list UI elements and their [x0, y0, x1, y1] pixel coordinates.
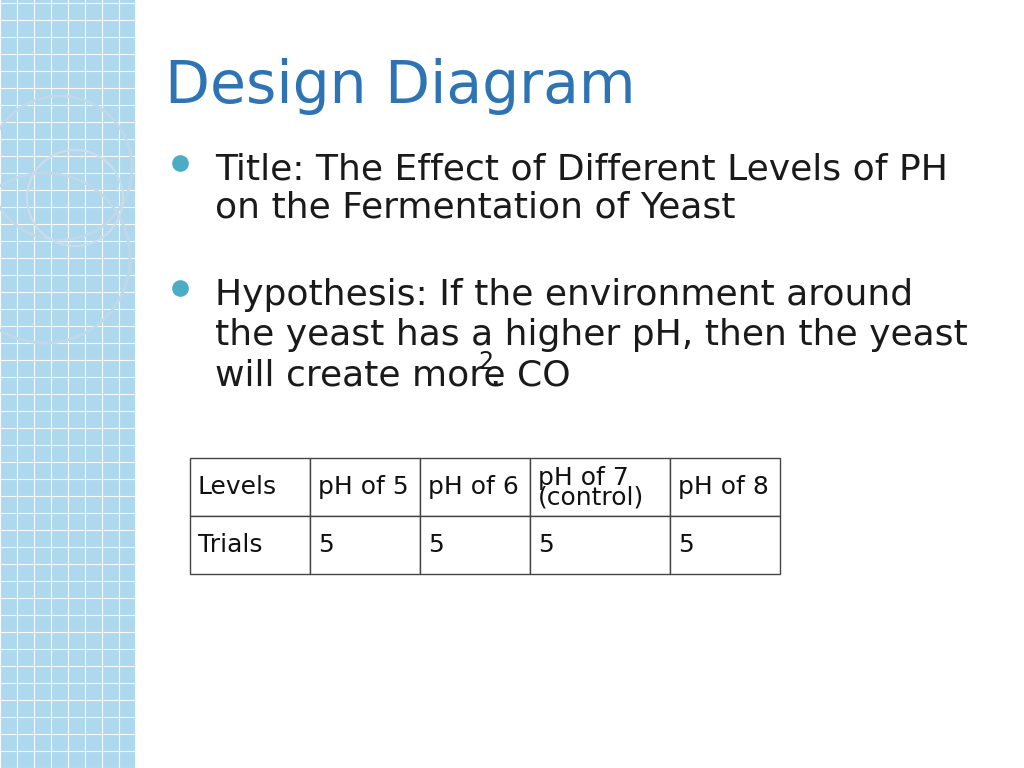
Bar — [420, 516, 530, 574]
Bar — [670, 516, 780, 574]
Text: Levels: Levels — [198, 475, 278, 499]
Bar — [530, 458, 670, 516]
Bar — [190, 516, 310, 574]
Text: Hypothesis: If the environment around: Hypothesis: If the environment around — [215, 278, 913, 312]
Text: the yeast has a higher pH, then the yeast: the yeast has a higher pH, then the yeas… — [215, 318, 968, 352]
Bar — [530, 516, 670, 574]
Text: 5: 5 — [678, 533, 693, 557]
Text: .: . — [489, 358, 501, 392]
Text: pH of 7: pH of 7 — [538, 466, 629, 490]
Text: Title: The Effect of Different Levels of PH: Title: The Effect of Different Levels of… — [215, 153, 948, 187]
Text: pH of 8: pH of 8 — [678, 475, 769, 499]
Text: 2: 2 — [478, 350, 494, 374]
Bar — [310, 458, 420, 516]
Bar — [310, 516, 420, 574]
Text: 5: 5 — [538, 533, 554, 557]
Text: 5: 5 — [428, 533, 443, 557]
Text: on the Fermentation of Yeast: on the Fermentation of Yeast — [215, 191, 735, 225]
Text: pH of 5: pH of 5 — [318, 475, 409, 499]
Text: Design Diagram: Design Diagram — [165, 58, 636, 115]
Bar — [0, 0, 135, 768]
Bar — [190, 458, 310, 516]
Text: will create more CO: will create more CO — [215, 358, 570, 392]
Bar — [670, 458, 780, 516]
Bar — [420, 458, 530, 516]
Text: (control): (control) — [538, 486, 644, 510]
Text: Trials: Trials — [198, 533, 262, 557]
Text: pH of 6: pH of 6 — [428, 475, 519, 499]
Text: 5: 5 — [318, 533, 334, 557]
